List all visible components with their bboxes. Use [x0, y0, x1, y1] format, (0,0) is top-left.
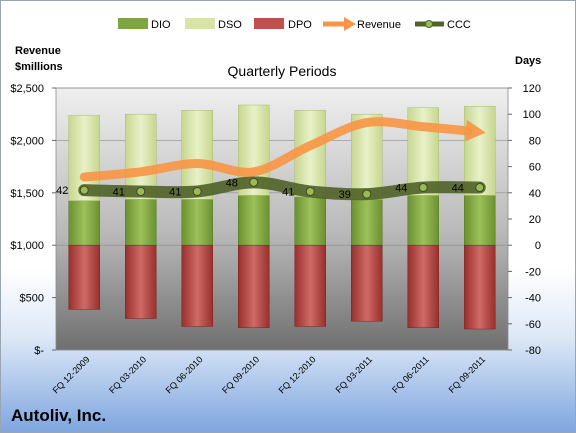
legend-arrow-revenue: [344, 17, 356, 31]
right-axis-title: Days: [515, 55, 541, 67]
x-tick-label: FQ 12-2009: [51, 354, 92, 395]
bar-dio: [464, 195, 496, 246]
bar-dpo: [238, 244, 270, 328]
line-ccc: [78, 176, 486, 201]
x-tick-label: FQ 03-2010: [107, 354, 148, 395]
data-label-ccc: 41: [169, 186, 181, 198]
legend-label-dpo: DPO: [288, 19, 312, 31]
legend-swatch-dio: [118, 18, 148, 29]
lines: [78, 117, 486, 201]
chart-title: Quarterly Periods: [228, 63, 337, 79]
right-axis: -80 -60 -40 -20 0 20 40 60 80 100 120: [508, 83, 541, 357]
bar-dio: [238, 195, 270, 246]
company-name: Autoliv, Inc.: [11, 406, 107, 425]
x-tick-label: FQ 03-2011: [334, 354, 375, 395]
bar-dpo: [407, 244, 439, 328]
marker-ccc: [305, 186, 315, 196]
bar-dso: [464, 106, 496, 196]
marker-ccc: [475, 183, 485, 193]
bar-dpo: [125, 244, 157, 319]
x-tick-label: FQ 06-2010: [164, 354, 205, 395]
data-label-ccc: 41: [282, 186, 294, 198]
marker-ccc: [362, 189, 372, 199]
bar-dio: [68, 200, 100, 246]
bar-dpo: [294, 244, 326, 327]
right-tick-label: 100: [523, 109, 541, 121]
legend-label-revenue: Revenue: [357, 19, 401, 31]
right-tick-label: -60: [525, 319, 541, 331]
data-labels: 42 41 41 48 41 39 44 44: [56, 177, 464, 201]
legend-swatch-dso: [185, 18, 215, 29]
marker-ccc: [79, 185, 89, 195]
bar-dso: [125, 113, 157, 200]
right-tick-label: -20: [525, 266, 541, 278]
right-tick-label: 20: [529, 214, 541, 226]
x-tick-label: FQ 09-2011: [447, 354, 488, 395]
left-axis-title-line1: Revenue: [15, 45, 61, 57]
bar-dio: [407, 195, 439, 246]
marker-ccc: [249, 177, 259, 187]
data-label-ccc: 42: [56, 185, 68, 197]
data-label-ccc: 48: [226, 177, 238, 189]
data-label-ccc: 44: [452, 183, 464, 195]
bar-dio: [294, 196, 326, 246]
right-tick-label: 60: [529, 162, 541, 174]
line-revenue: [79, 117, 473, 182]
bar-dio: [351, 199, 383, 246]
legend: DIO DSO DPO Revenue CCC: [118, 17, 471, 31]
left-tick-label: $2,500: [10, 83, 44, 95]
marker-ccc: [136, 186, 146, 196]
legend-label-dso: DSO: [218, 19, 242, 31]
left-tick-label: $1,000: [10, 240, 44, 252]
bar-dio: [125, 199, 157, 246]
legend-marker-ccc: [425, 20, 433, 28]
arrow-revenue: [464, 119, 486, 142]
right-tick-label: 80: [529, 135, 541, 147]
left-axis: $- $500 $1,000 $1,500 $2,000 $2,500: [10, 83, 56, 357]
right-tick-label: 40: [529, 188, 541, 200]
bar-dpo: [351, 244, 383, 322]
marker-ccc: [192, 186, 202, 196]
legend-label-ccc: CCC: [447, 19, 471, 31]
right-tick-label: 0: [535, 240, 541, 252]
legend-swatch-dpo: [254, 18, 284, 29]
left-tick-label: $-: [34, 345, 44, 357]
bar-dio: [181, 199, 213, 246]
x-axis: FQ 12-2009 FQ 03-2010 FQ 06-2010 FQ 09-2010…: [51, 354, 488, 395]
data-label-ccc: 39: [339, 189, 351, 201]
bar-dpo: [464, 244, 496, 330]
bar-dpo: [181, 244, 213, 327]
x-tick-label: FQ 06-2011: [390, 354, 431, 395]
data-label-ccc: 44: [395, 183, 407, 195]
left-axis-title-line2: $millions: [15, 61, 63, 73]
bar-dpo: [68, 244, 100, 310]
left-tick-label: $500: [20, 293, 44, 305]
x-tick-label: FQ 12-2010: [277, 354, 318, 395]
data-label-ccc: 41: [113, 186, 125, 198]
left-tick-label: $2,000: [10, 135, 44, 147]
marker-ccc: [418, 183, 428, 193]
legend-label-dio: DIO: [151, 19, 171, 31]
left-tick-label: $1,500: [10, 188, 44, 200]
right-tick-label: -40: [525, 293, 541, 305]
right-tick-label: 120: [523, 83, 541, 95]
x-tick-label: FQ 09-2010: [220, 354, 261, 395]
right-tick-label: -80: [525, 345, 541, 357]
